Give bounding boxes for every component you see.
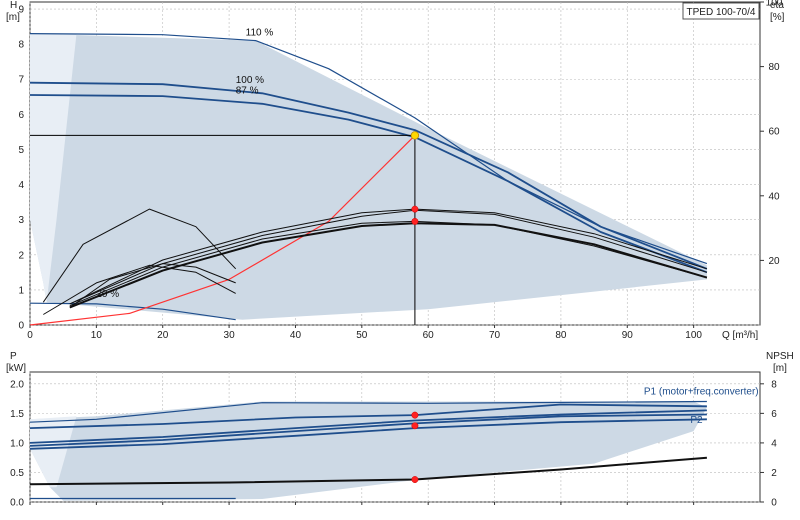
operating-marker	[411, 205, 419, 213]
series-p2-100	[29, 413, 707, 447]
y-left-unit: [m]	[6, 12, 20, 23]
series-eta-total	[69, 222, 708, 309]
y-right-unit: [m]	[773, 363, 787, 374]
y-left-tick-label: 1	[18, 285, 24, 296]
model-box: TPED 100-70/4	[682, 2, 760, 20]
series-eta-small-3	[69, 263, 236, 308]
series-head-87	[29, 94, 708, 274]
series-label: P2	[690, 415, 703, 426]
y-left-name: H	[10, 0, 17, 11]
y-right-tick-label: 4	[771, 438, 777, 449]
y-right-tick-label: 60	[768, 127, 780, 138]
y-right-tick-label: 8	[771, 379, 777, 390]
x-tick-label: 60	[423, 330, 435, 341]
head-panel: 0 1 2 3 4 5 6 7 8 9 20 40 60 80 100 H[m] eta[%] 0 10 20 30 40…	[6, 0, 785, 341]
operating-marker	[411, 411, 419, 419]
x-tick-label: 20	[157, 330, 169, 341]
operating-marker	[411, 217, 419, 225]
series-eta-small-1	[42, 208, 237, 303]
y-right-tick-label: 100	[766, 0, 783, 9]
y-right-unit: [%]	[770, 12, 785, 23]
y-left-tick-label: 8	[18, 40, 24, 51]
curve-label: 87 %	[236, 85, 259, 96]
y-right-tick-label: 80	[768, 62, 780, 73]
operating-marker	[411, 422, 419, 430]
curve-label: 100 %	[236, 75, 264, 86]
y-left-tick-label: 0.0	[10, 498, 24, 509]
series-p2-87	[29, 418, 707, 450]
duty-point-marker	[410, 131, 420, 140]
model-box-frame	[682, 2, 760, 20]
y-right-name: NPSH	[766, 351, 794, 362]
x-tick-label: 40	[290, 330, 302, 341]
y-left-tick-label: 5	[18, 145, 24, 156]
x-tick-label: 90	[622, 330, 634, 341]
y-left-tick-label: 4	[18, 180, 24, 191]
series-p1-87	[29, 409, 707, 444]
series-system	[29, 134, 416, 326]
operating-marker	[411, 476, 419, 483]
x-tick-label: 70	[489, 330, 501, 341]
series-eta-87	[69, 220, 708, 307]
y-right-tick-label: 20	[768, 256, 780, 267]
series-p1-110	[29, 400, 707, 423]
y-left-unit: [kW]	[6, 363, 26, 374]
power-panel: 0.0 0.5 1.0 1.5 2.0 0 2 4 6 8 P[kW] NPSH[m] P1 (moto…	[6, 351, 794, 509]
series-eta-110	[69, 208, 708, 305]
y-right-name: eta	[770, 0, 784, 11]
y-left-tick-label: 9	[18, 5, 24, 16]
operating-envelope	[30, 33, 707, 320]
x-tick-label: 100	[685, 330, 702, 341]
x-tick-label: 10	[91, 330, 103, 341]
curve-label: 20 %	[96, 289, 119, 300]
x-tick-label: 0	[27, 330, 33, 341]
y-left-tick-label: 0	[18, 321, 24, 332]
series-label: P1 (motor+freq.converter)	[644, 386, 759, 397]
y-left-tick-label: 2	[18, 250, 24, 261]
series-head-100	[29, 81, 708, 270]
y-right-tick-label: 2	[771, 468, 777, 479]
operating-envelope	[30, 401, 707, 501]
x-tick-label: 80	[555, 330, 567, 341]
curve-label: 110 %	[246, 27, 274, 38]
y-left-name: P	[10, 351, 17, 362]
y-left-tick-label: 1.0	[10, 438, 24, 449]
series-head-20	[29, 302, 236, 321]
y-right-tick-label: 40	[768, 191, 780, 202]
y-left-tick-label: 1.5	[10, 409, 24, 420]
x-axis-label: Q [m³/h]	[722, 330, 758, 341]
y-right-tick-label: 6	[771, 409, 777, 420]
series-eta-small-2	[43, 264, 236, 315]
series-head-110	[29, 33, 708, 265]
x-tick-label: 50	[356, 330, 368, 341]
min-speed-zone	[30, 33, 77, 303]
series-p1-100	[29, 403, 707, 429]
y-left-tick-label: 6	[18, 110, 24, 121]
min-speed-zone	[30, 416, 77, 488]
y-right-tick-label: 0	[771, 498, 777, 509]
y-left-tick-label: 0.5	[10, 468, 24, 479]
y-left-tick-label: 3	[18, 215, 24, 226]
y-left-tick-label: 2.0	[10, 379, 24, 390]
y-left-tick-label: 7	[18, 75, 24, 86]
x-tick-label: 30	[224, 330, 236, 341]
series-eta-100	[69, 209, 708, 305]
model-label: TPED 100-70/4	[687, 7, 756, 18]
